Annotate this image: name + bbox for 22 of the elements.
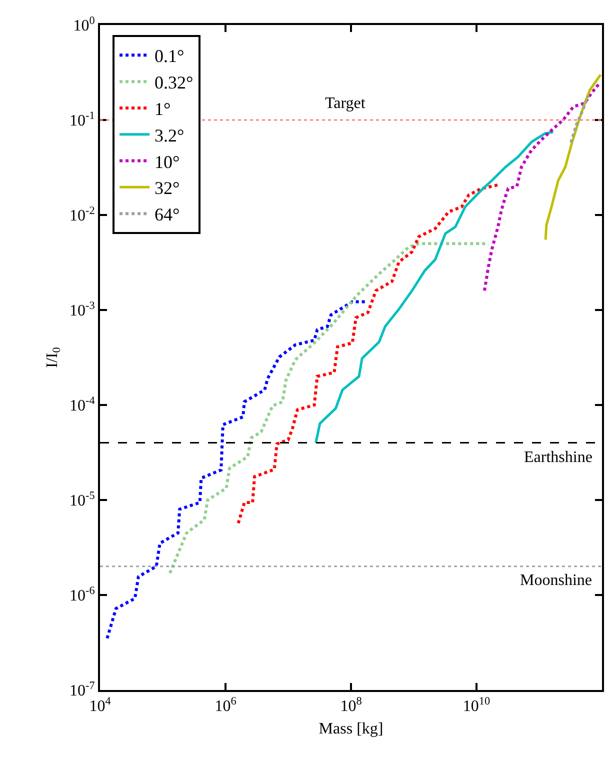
x-tick-label: 10$^{8}$ bbox=[340, 695, 362, 716]
legend-label: 10° bbox=[154, 152, 180, 172]
legend-label: 32° bbox=[154, 178, 180, 198]
y-tick-label: 10$^{-6}$ bbox=[69, 584, 96, 605]
y-tick-label: 10$^{-5}$ bbox=[69, 490, 96, 510]
ref-line-label: Earthshine bbox=[524, 449, 592, 466]
x-tick-label: 10$^{10}$ bbox=[462, 695, 490, 716]
legend-label: 0.32° bbox=[154, 72, 194, 93]
ref-line-label: Target bbox=[325, 95, 366, 112]
line-series bbox=[569, 94, 590, 144]
y-tick-label: 10$^{-2}$ bbox=[69, 204, 95, 225]
legend-label: 3.2° bbox=[154, 125, 184, 146]
legend-label: 1° bbox=[154, 98, 171, 119]
x-axis-title: Mass [kg] bbox=[318, 720, 384, 738]
y-tick-label: 10$^{-3}$ bbox=[69, 300, 96, 320]
ref-line-label: Moonshine bbox=[520, 572, 592, 589]
legend-label: 64° bbox=[154, 204, 180, 225]
y-tick-label: 10$^{0}$ bbox=[73, 14, 96, 35]
y-tick-label: 10$^{-1}$ bbox=[69, 110, 95, 130]
x-tick-label: 10$^{6}$ bbox=[214, 695, 237, 716]
y-tick-label: 10$^{-4}$ bbox=[69, 394, 96, 415]
legend-label: 0.1° bbox=[154, 46, 184, 66]
